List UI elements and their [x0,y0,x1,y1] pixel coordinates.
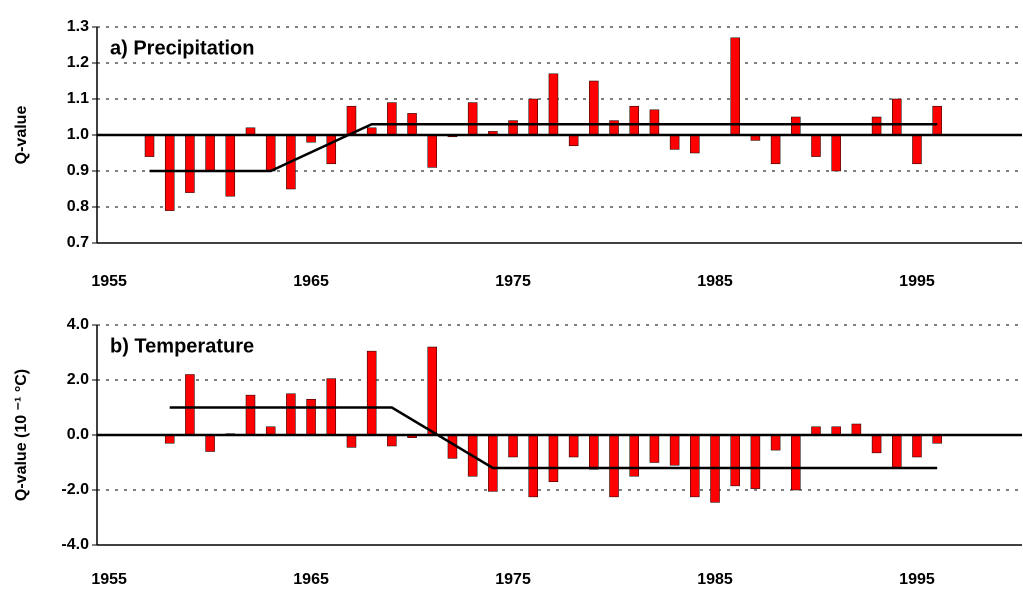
bar [568,134,579,147]
x-tick-label: 1965 [293,571,329,588]
y-tick-label: -4.0 [61,536,89,553]
bar [387,434,397,447]
bar [225,134,236,197]
bar [851,423,862,436]
bar [690,134,700,154]
y-tick-label: 1.3 [67,18,89,35]
y-tick-label: 4.0 [67,316,89,333]
bar [791,434,801,491]
bar [205,434,215,452]
bar [811,134,821,157]
bar [508,120,518,136]
bar [185,134,195,193]
bar [346,105,357,136]
bar [690,434,700,498]
bar [649,434,660,463]
bar [912,134,922,165]
x-tick-label: 1965 [293,273,329,290]
bar [730,434,740,487]
x-tick-label: 1975 [495,273,531,290]
y-tick-label: 0.7 [67,234,89,251]
bar [387,102,397,136]
bar [286,393,296,436]
bar [488,434,498,492]
x-tick-label: 1975 [495,571,531,588]
x-tick-label: 1985 [697,571,733,588]
bar [770,434,781,451]
bar [871,116,882,136]
x-tick-label: 1955 [91,571,127,588]
bar [245,394,256,436]
bar [205,134,215,172]
bar [730,37,740,136]
bar [164,134,175,211]
bar [326,134,337,165]
bar [609,434,619,498]
bar [892,434,902,469]
trend-line [149,122,938,173]
y-axis-label: Q-value [13,106,30,165]
x-tick-label: 1985 [697,273,733,290]
bar [912,434,922,458]
bar [629,434,639,477]
y-tick-label: 0.0 [67,426,89,443]
bar [427,346,438,436]
bar [791,116,801,136]
bar [265,134,276,172]
bar [871,434,882,454]
bar [831,134,841,172]
bar [548,434,559,482]
bar [528,434,538,498]
bar [589,434,599,470]
y-tick-label: -2.0 [61,481,89,498]
bar [892,98,902,136]
bar [528,98,538,136]
y-axis-label: Q-value (10 ⁻¹ °C) [13,369,30,501]
panel-title: a) Precipitation [110,37,254,59]
bar [932,105,942,136]
bar [770,134,781,165]
y-tick-label: 1.2 [67,54,89,71]
x-tick-label: 1955 [91,273,127,290]
bar [649,109,660,136]
bar [609,120,619,136]
y-tick-label: 1.1 [67,90,89,107]
bar [669,134,680,150]
y-tick-label: 2.0 [67,371,89,388]
bar [185,374,195,436]
bar [669,434,680,466]
x-tick-label: 1995 [899,571,935,588]
bar [589,80,599,136]
y-tick-label: 0.8 [67,198,89,215]
bar [427,134,438,168]
y-tick-label: 0.9 [67,162,89,179]
bar [629,105,639,136]
bar [467,102,478,136]
bar [548,73,559,136]
trend-line [169,406,938,470]
bar [306,399,316,436]
y-tick-label: 1.0 [67,126,89,143]
bar [508,434,518,458]
x-tick-label: 1995 [899,273,935,290]
bar [144,134,155,157]
bar [568,434,579,458]
bar [750,434,761,489]
bar [366,350,377,436]
panel-title: b) Temperature [110,335,254,357]
bar [346,434,357,448]
